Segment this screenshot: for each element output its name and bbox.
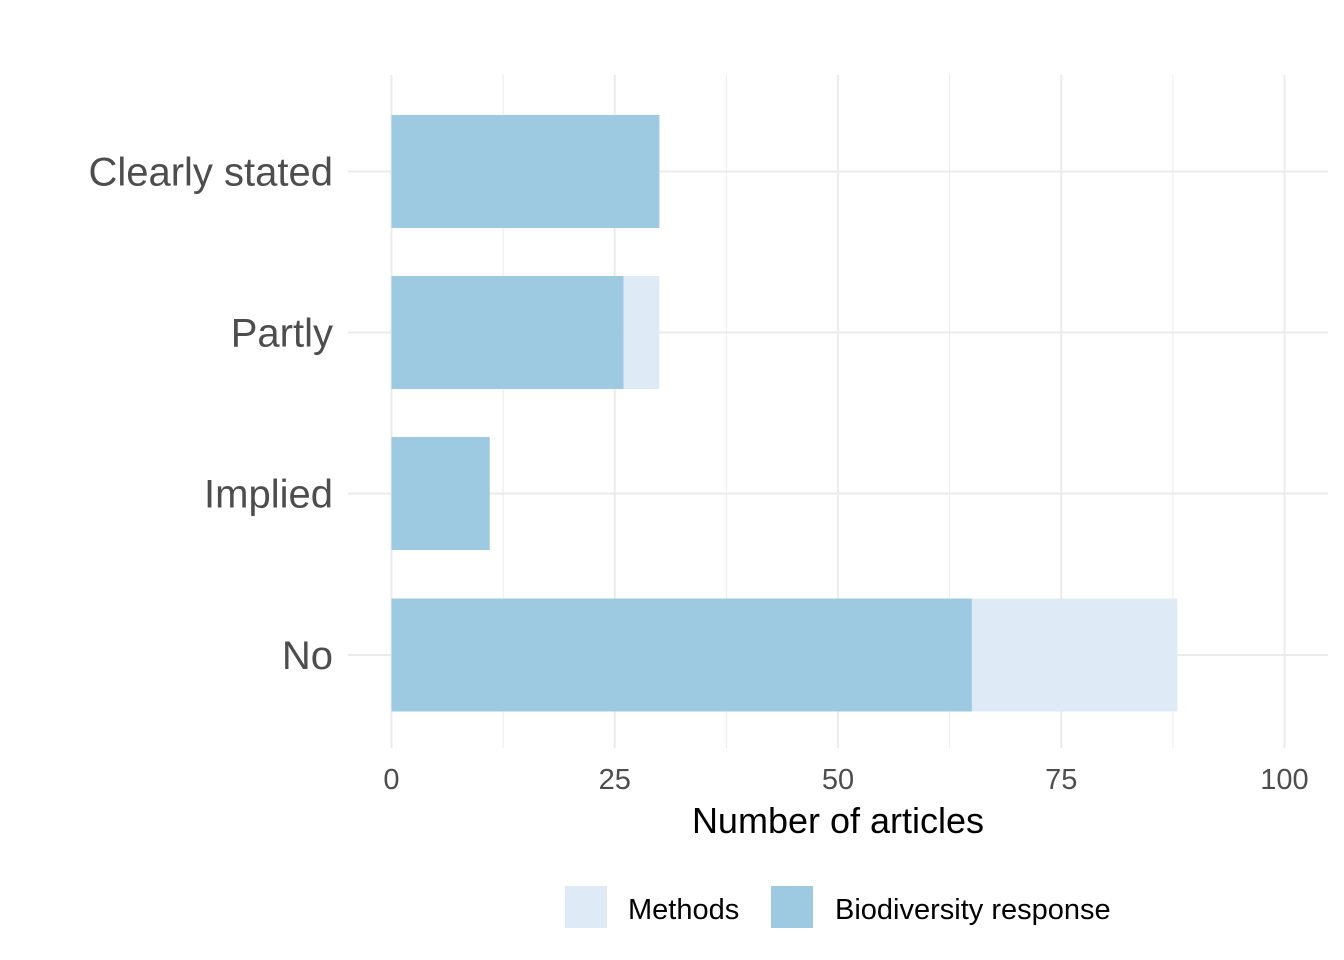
bar-biodiversity-response-clearly-stated <box>391 115 660 228</box>
y-tick-label: Partly <box>231 312 333 356</box>
bar-biodiversity-response-partly <box>391 276 624 389</box>
x-tick-label: 100 <box>1260 764 1308 796</box>
legend-key <box>565 886 607 928</box>
legend-key <box>771 886 813 928</box>
x-axis-ticks: 0 25 50 75 100 <box>383 764 1308 796</box>
x-tick-label: 50 <box>822 764 854 796</box>
y-tick-label: Implied <box>204 473 333 517</box>
x-axis-title: Number of articles <box>692 800 984 841</box>
legend: Methods Biodiversity response <box>565 886 1111 928</box>
bar-biodiversity-response-implied <box>391 437 490 550</box>
legend-label: Methods <box>628 894 739 926</box>
y-axis-ticks: Clearly stated Partly Implied No <box>88 151 333 679</box>
y-tick-label: No <box>282 634 333 678</box>
x-tick-label: 0 <box>383 764 399 796</box>
bar-biodiversity-response-no <box>391 598 972 712</box>
x-tick-label: 25 <box>599 764 631 796</box>
y-tick-label: Clearly stated <box>88 151 333 195</box>
bar-methods-partly <box>623 276 660 389</box>
bars <box>391 115 1178 712</box>
bar-methods-no <box>971 598 1178 712</box>
x-tick-label: 75 <box>1045 764 1077 796</box>
legend-label: Biodiversity response <box>835 894 1111 926</box>
